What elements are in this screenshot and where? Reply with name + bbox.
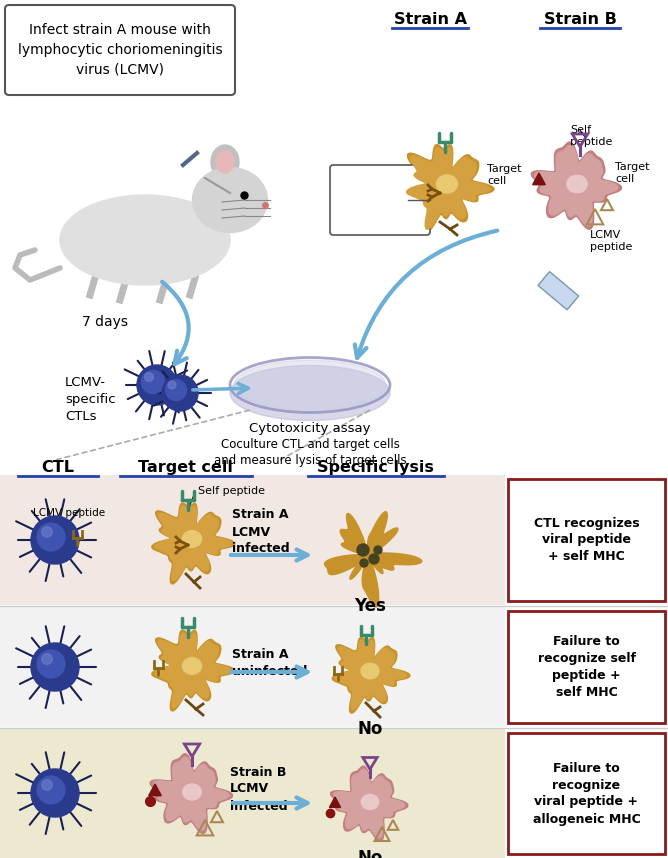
Circle shape bbox=[142, 371, 164, 394]
Polygon shape bbox=[535, 146, 618, 226]
Text: Target
cell: Target cell bbox=[487, 164, 522, 186]
Circle shape bbox=[37, 776, 65, 804]
Polygon shape bbox=[152, 630, 234, 711]
Ellipse shape bbox=[216, 151, 234, 173]
Circle shape bbox=[166, 379, 186, 401]
Bar bbox=[538, 272, 578, 310]
Bar bbox=[508, 479, 665, 601]
Bar bbox=[0, 729, 505, 858]
Text: LCMV-
specific
CTLs: LCMV- specific CTLs bbox=[65, 377, 116, 424]
Text: Strain B
LCMV
infected: Strain B LCMV infected bbox=[230, 765, 288, 813]
Ellipse shape bbox=[192, 167, 267, 233]
Circle shape bbox=[369, 554, 379, 564]
Polygon shape bbox=[150, 753, 232, 833]
Polygon shape bbox=[325, 511, 422, 607]
Text: Coculture CTL and target cells
and measure lysis of target cells: Coculture CTL and target cells and measu… bbox=[214, 438, 406, 467]
Ellipse shape bbox=[211, 145, 239, 179]
Ellipse shape bbox=[230, 366, 390, 420]
Text: Infect strain A mouse with
lymphocytic choriomeningitis
virus (LCMV): Infect strain A mouse with lymphocytic c… bbox=[17, 23, 222, 76]
Ellipse shape bbox=[567, 175, 587, 193]
Polygon shape bbox=[153, 757, 229, 831]
Text: CTL: CTL bbox=[41, 460, 75, 475]
Circle shape bbox=[357, 544, 369, 556]
Polygon shape bbox=[532, 173, 545, 184]
Circle shape bbox=[41, 780, 52, 790]
Text: Target cell: Target cell bbox=[138, 460, 232, 475]
Circle shape bbox=[31, 643, 79, 691]
Circle shape bbox=[41, 654, 52, 664]
Polygon shape bbox=[331, 766, 408, 841]
Text: LCMV peptide: LCMV peptide bbox=[33, 508, 105, 518]
Ellipse shape bbox=[183, 784, 201, 800]
Text: No: No bbox=[357, 849, 383, 858]
Text: Self peptide: Self peptide bbox=[198, 486, 265, 496]
Text: LCMV
peptide: LCMV peptide bbox=[590, 230, 633, 251]
Ellipse shape bbox=[436, 175, 458, 193]
Circle shape bbox=[374, 546, 382, 554]
Circle shape bbox=[41, 527, 52, 537]
Polygon shape bbox=[149, 784, 161, 795]
FancyBboxPatch shape bbox=[5, 5, 235, 95]
Circle shape bbox=[31, 769, 79, 817]
Polygon shape bbox=[152, 503, 234, 584]
Text: Strain A
uninfected: Strain A uninfected bbox=[232, 648, 307, 678]
Bar bbox=[508, 611, 665, 723]
Polygon shape bbox=[333, 769, 405, 838]
Text: Strain B: Strain B bbox=[544, 12, 617, 27]
Ellipse shape bbox=[361, 795, 379, 809]
Text: Strain A: Strain A bbox=[393, 12, 466, 27]
Text: Failure to
recognize self
peptide +
self MHC: Failure to recognize self peptide + self… bbox=[538, 635, 635, 699]
Circle shape bbox=[162, 375, 198, 411]
Text: Failure to
recognize
viral peptide +
allogeneic MHC: Failure to recognize viral peptide + all… bbox=[532, 762, 641, 825]
Circle shape bbox=[137, 365, 177, 405]
Circle shape bbox=[168, 381, 176, 389]
Ellipse shape bbox=[361, 663, 379, 679]
Ellipse shape bbox=[182, 531, 202, 547]
Circle shape bbox=[360, 559, 368, 567]
Text: No: No bbox=[357, 720, 383, 738]
Polygon shape bbox=[531, 142, 621, 229]
Text: Infect
target cells
with LCMV: Infect target cells with LCMV bbox=[345, 177, 415, 223]
Text: Target
cell: Target cell bbox=[615, 162, 649, 184]
Polygon shape bbox=[329, 797, 341, 807]
Polygon shape bbox=[403, 145, 494, 233]
Circle shape bbox=[144, 372, 154, 382]
Text: Self
peptide: Self peptide bbox=[570, 125, 613, 147]
Ellipse shape bbox=[60, 195, 230, 285]
Polygon shape bbox=[155, 506, 231, 580]
Bar bbox=[0, 475, 505, 605]
Text: CTL recognizes
viral peptide
+ self MHC: CTL recognizes viral peptide + self MHC bbox=[534, 517, 639, 564]
Bar bbox=[508, 733, 665, 854]
Polygon shape bbox=[407, 148, 490, 229]
Ellipse shape bbox=[182, 658, 202, 674]
Polygon shape bbox=[332, 637, 410, 713]
Ellipse shape bbox=[234, 360, 386, 410]
Polygon shape bbox=[155, 633, 231, 707]
Circle shape bbox=[31, 516, 79, 564]
Circle shape bbox=[37, 650, 65, 678]
Text: Strain A
LCMV
infected: Strain A LCMV infected bbox=[232, 509, 290, 555]
Text: Yes: Yes bbox=[354, 597, 386, 615]
Circle shape bbox=[37, 523, 65, 551]
Bar bbox=[0, 607, 505, 727]
Text: Cytotoxicity assay: Cytotoxicity assay bbox=[249, 422, 371, 435]
Text: 7 days: 7 days bbox=[82, 315, 128, 329]
Polygon shape bbox=[335, 640, 407, 710]
FancyBboxPatch shape bbox=[330, 165, 430, 235]
Text: Specific lysis: Specific lysis bbox=[317, 460, 434, 475]
